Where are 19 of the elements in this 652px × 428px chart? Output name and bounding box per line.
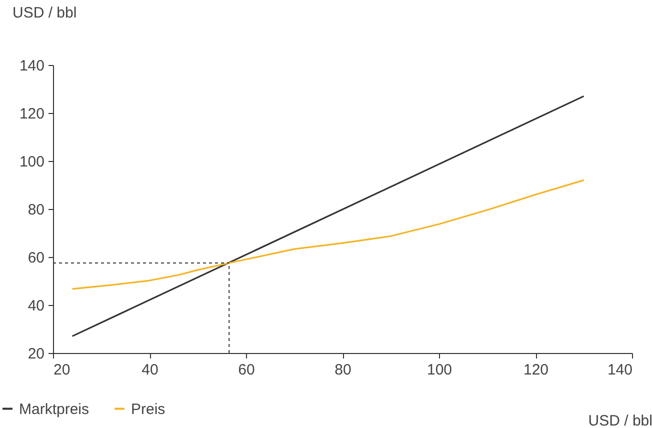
y-tick-label: 100: [19, 154, 44, 170]
x-tick-label: 60: [238, 362, 255, 378]
y-tick-label: 40: [28, 298, 44, 314]
x-tick-label: 40: [142, 362, 158, 378]
legend-label: Marktpreis: [19, 400, 90, 418]
x-tick-label: 140: [607, 362, 632, 378]
x-tick-label: 80: [334, 362, 352, 378]
x-axis-title: USD / bbl: [588, 412, 652, 428]
x-tick-label: 20: [54, 362, 70, 378]
y-tick-label: 80: [28, 202, 44, 218]
y-axis-title: USD / bbl: [12, 4, 77, 22]
x-tick-label: 120: [523, 362, 549, 378]
x-tick-label: 100: [426, 362, 452, 378]
line-series: [72, 179, 585, 290]
y-tick-label: 120: [19, 106, 44, 122]
y-tick-label: 20: [28, 346, 44, 362]
y-tick-label: 140: [19, 58, 44, 74]
legend-label: Preis: [131, 400, 166, 418]
y-tick-label: 60: [28, 250, 44, 266]
